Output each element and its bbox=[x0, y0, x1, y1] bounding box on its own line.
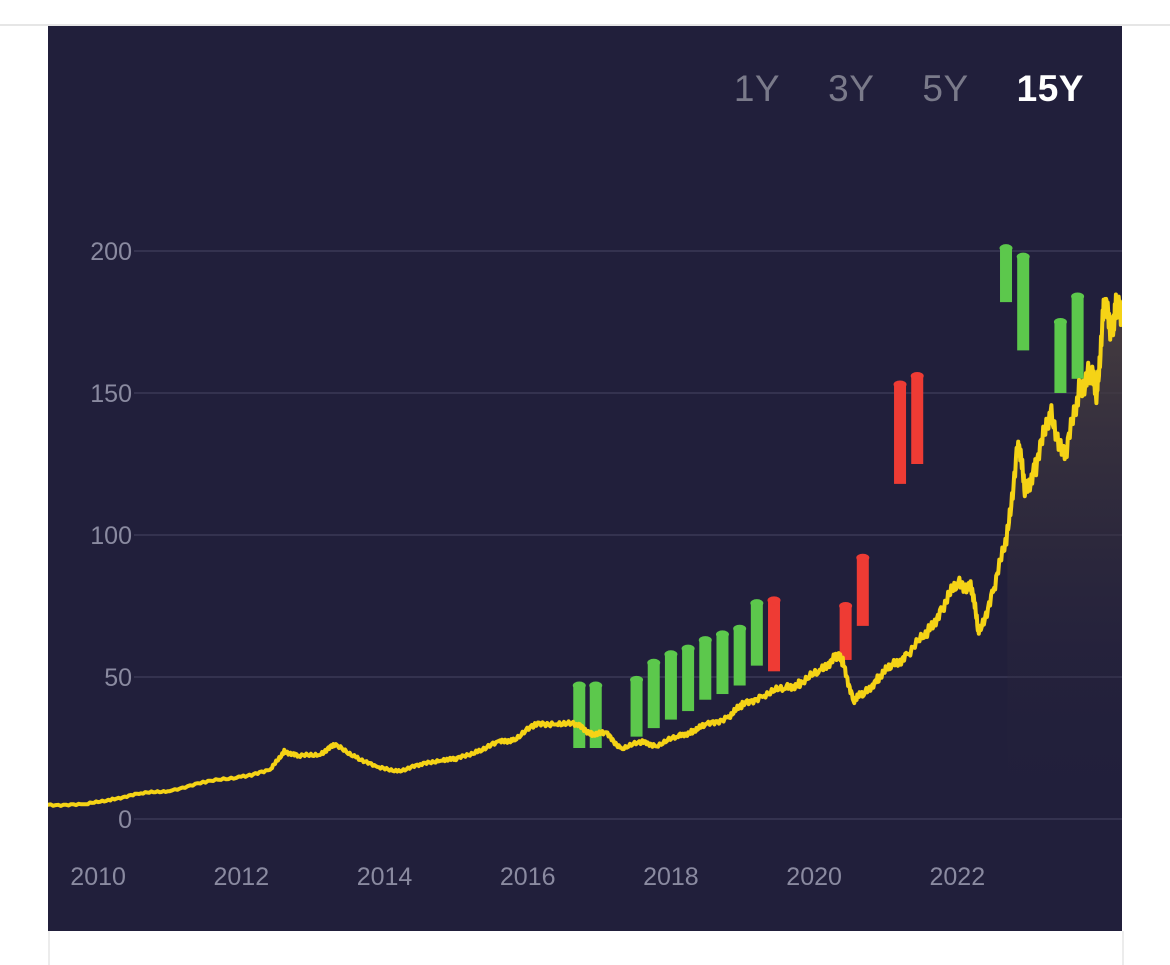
earnings-cap bbox=[715, 630, 729, 639]
earnings-marker-beat[interactable] bbox=[630, 675, 644, 737]
earnings-marker-miss[interactable] bbox=[767, 596, 781, 672]
earnings-marker-beat[interactable] bbox=[750, 599, 764, 666]
earnings-bar bbox=[647, 662, 660, 729]
earnings-marker-beat[interactable] bbox=[999, 244, 1013, 303]
earnings-cap bbox=[681, 644, 695, 653]
x-tick-label: 2014 bbox=[357, 863, 413, 891]
x-tick-label: 2010 bbox=[70, 863, 126, 891]
earnings-bar bbox=[699, 640, 712, 700]
top-divider bbox=[0, 24, 1170, 26]
range-3y-button[interactable]: 3Y bbox=[828, 68, 875, 109]
x-tick-label: 2016 bbox=[500, 863, 556, 891]
earnings-bar bbox=[630, 679, 643, 737]
earnings-marker-beat[interactable] bbox=[664, 650, 678, 720]
x-tick-label: 2018 bbox=[643, 863, 699, 891]
price-area-fill bbox=[1007, 294, 1122, 819]
price-line bbox=[48, 292, 1122, 808]
earnings-marker-beat[interactable] bbox=[698, 636, 712, 700]
earnings-bar bbox=[856, 557, 869, 626]
earnings-marker-beat[interactable] bbox=[1053, 318, 1067, 393]
earnings-marker-miss[interactable] bbox=[856, 553, 870, 626]
earnings-cap bbox=[1071, 292, 1085, 301]
earnings-marker-beat[interactable] bbox=[647, 658, 661, 729]
x-tick-label: 2020 bbox=[786, 863, 842, 891]
earnings-cap bbox=[910, 371, 924, 380]
earnings-bar bbox=[750, 603, 763, 666]
earnings-cap bbox=[698, 636, 712, 645]
earnings-cap bbox=[750, 599, 764, 608]
earnings-marker-miss[interactable] bbox=[910, 371, 924, 464]
earnings-cap bbox=[999, 244, 1013, 253]
earnings-cap bbox=[647, 658, 661, 667]
earnings-marker-beat[interactable] bbox=[681, 644, 695, 712]
chart-card: 1Y 3Y 5Y 15Y 0 50 100 150 200 2010 2012 2014 20… bbox=[48, 26, 1122, 931]
earnings-cap bbox=[839, 602, 853, 610]
earnings-bar bbox=[664, 654, 677, 720]
earnings-bar bbox=[573, 685, 586, 748]
earnings-cap bbox=[1016, 252, 1030, 261]
earnings-bar bbox=[1017, 256, 1030, 351]
y-tick-label: 50 bbox=[104, 664, 132, 692]
x-tick-label: 2012 bbox=[214, 863, 270, 891]
earnings-bar bbox=[733, 628, 746, 686]
earnings-marker-beat[interactable] bbox=[572, 681, 586, 748]
earnings-cap bbox=[856, 553, 870, 562]
earnings-cap bbox=[893, 380, 907, 389]
earnings-cap bbox=[572, 681, 586, 690]
y-tick-label: 100 bbox=[90, 522, 132, 550]
y-axis-ticks: 0 50 100 150 200 bbox=[90, 238, 132, 834]
next-card-edge bbox=[48, 931, 1124, 965]
earnings-markers bbox=[572, 244, 1085, 748]
earnings-marker-beat[interactable] bbox=[1071, 292, 1085, 379]
earnings-cap bbox=[664, 650, 678, 659]
earnings-bar bbox=[911, 375, 924, 464]
earnings-marker-beat[interactable] bbox=[1016, 252, 1030, 351]
earnings-bar bbox=[1000, 248, 1013, 303]
earnings-bar bbox=[768, 600, 781, 672]
time-range-selector: 1Y 3Y 5Y 15Y bbox=[734, 70, 1084, 107]
earnings-marker-beat[interactable] bbox=[589, 681, 603, 748]
grid-lines bbox=[134, 250, 1122, 820]
earnings-bar bbox=[894, 384, 907, 484]
earnings-marker-miss[interactable] bbox=[839, 602, 853, 660]
earnings-cap bbox=[767, 596, 781, 605]
price-chart: 0 50 100 150 200 2010 2012 2014 2016 2018 2020 202… bbox=[48, 238, 1122, 891]
range-15y-button[interactable]: 15Y bbox=[1016, 68, 1084, 109]
range-5y-button[interactable]: 5Y bbox=[922, 68, 969, 109]
x-tick-label: 2022 bbox=[930, 863, 986, 891]
earnings-bar bbox=[589, 685, 602, 748]
earnings-cap bbox=[630, 675, 644, 684]
earnings-cap bbox=[1053, 318, 1067, 326]
y-tick-label: 150 bbox=[90, 380, 132, 408]
y-tick-label: 200 bbox=[90, 238, 132, 266]
earnings-bar bbox=[716, 634, 729, 695]
earnings-bar bbox=[682, 648, 695, 712]
earnings-cap bbox=[733, 624, 747, 633]
y-tick-label: 0 bbox=[118, 806, 132, 834]
earnings-cap bbox=[589, 681, 603, 690]
earnings-bar bbox=[1054, 322, 1067, 393]
earnings-bar bbox=[1071, 296, 1084, 379]
earnings-bar bbox=[839, 606, 852, 660]
range-1y-button[interactable]: 1Y bbox=[733, 68, 781, 109]
earnings-marker-beat[interactable] bbox=[715, 630, 729, 695]
x-axis-ticks: 2010 2012 2014 2016 2018 2020 2022 bbox=[70, 863, 985, 891]
earnings-marker-miss[interactable] bbox=[893, 380, 907, 484]
earnings-marker-beat[interactable] bbox=[733, 624, 747, 686]
